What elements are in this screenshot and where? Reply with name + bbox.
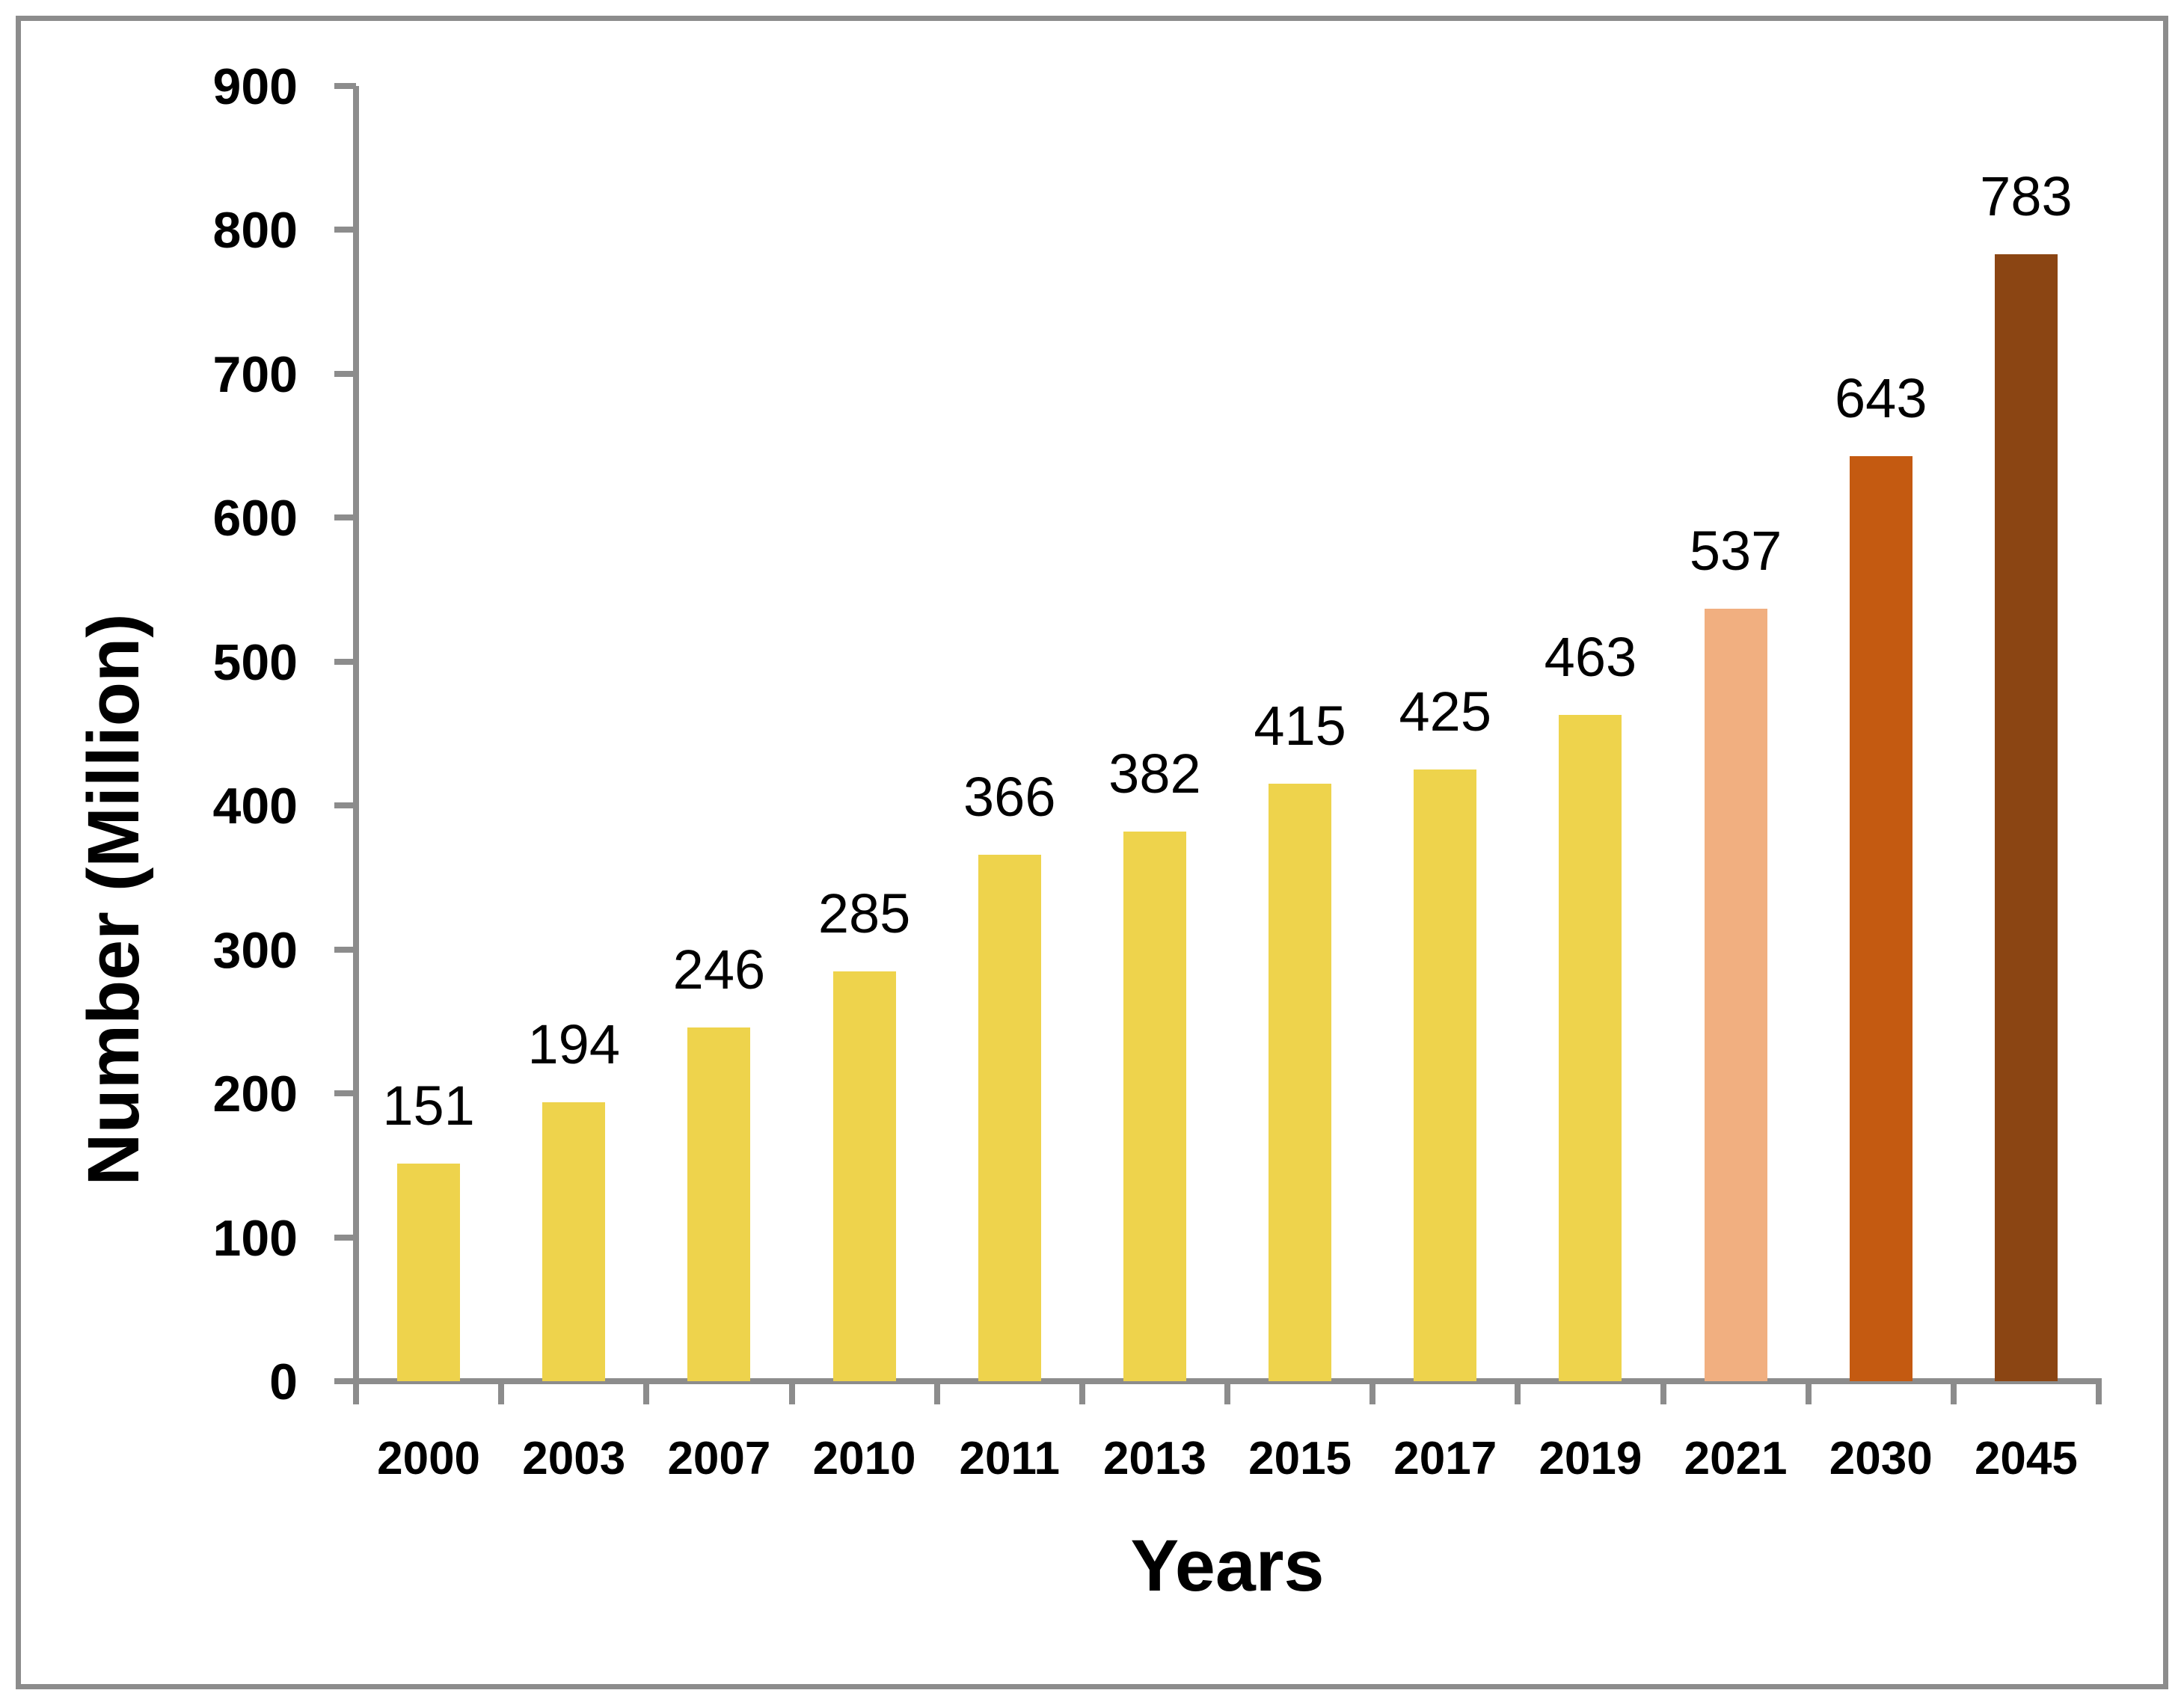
value-label-2015: 415 [1254,695,1346,757]
y-tick-label-400: 400 [212,778,298,835]
value-label-2021: 537 [1689,520,1782,582]
y-tick-label-100: 100 [212,1209,298,1267]
value-label-2030: 643 [1835,367,1927,429]
y-tick-100 [334,1234,356,1241]
y-tick-500 [334,658,356,665]
y-axis-line [353,86,359,1387]
y-tick-800 [334,227,356,233]
bar-2030 [1849,456,1912,1381]
y-axis-title: Number (Million) [73,613,154,1186]
x-tick-5 [1079,1381,1085,1404]
x-tick-label-2017: 2017 [1393,1433,1497,1484]
x-axis-title: Years [1130,1525,1325,1606]
x-tick-12 [2096,1381,2102,1404]
y-tick-200 [334,1090,356,1097]
y-tick-600 [334,514,356,521]
y-tick-0 [334,1378,356,1384]
x-tick-3 [788,1381,795,1404]
value-label-2017: 425 [1399,681,1491,743]
bar-2017 [1414,769,1477,1381]
value-label-2010: 285 [818,882,911,944]
y-tick-900 [334,83,356,89]
bar-2011 [978,855,1041,1381]
y-tick-400 [334,802,356,809]
y-tick-label-0: 0 [269,1354,298,1410]
bar-2013 [1123,832,1186,1381]
x-tick-11 [1950,1381,1957,1404]
x-tick-0 [353,1381,359,1404]
x-tick-label-2013: 2013 [1102,1433,1206,1484]
x-tick-label-2019: 2019 [1539,1433,1642,1484]
bar-2019 [1559,715,1622,1381]
chart-border [16,16,2168,1689]
y-tick-label-200: 200 [212,1066,298,1123]
x-tick-label-2007: 2007 [667,1433,771,1484]
x-tick-label-2011: 2011 [959,1433,1060,1484]
x-tick-8 [1515,1381,1521,1404]
value-label-2019: 463 [1544,626,1637,688]
bar-2007 [687,1027,751,1381]
x-tick-label-2045: 2045 [1974,1433,2078,1484]
y-tick-label-900: 900 [212,58,298,115]
x-tick-label-2010: 2010 [812,1433,916,1484]
y-tick-label-800: 800 [212,202,298,259]
x-tick-10 [1805,1381,1812,1404]
y-tick-label-500: 500 [212,633,298,691]
x-tick-label-2021: 2021 [1684,1433,1788,1484]
y-tick-label-600: 600 [212,490,298,547]
x-tick-1 [498,1381,505,1404]
bar-2045 [1994,254,2058,1381]
x-tick-label-2000: 2000 [377,1433,481,1484]
x-tick-6 [1224,1381,1230,1404]
x-tick-7 [1369,1381,1376,1404]
bar-2000 [397,1164,461,1381]
value-label-2000: 151 [382,1075,475,1137]
value-label-2007: 246 [672,938,766,1001]
x-tick-2 [643,1381,650,1404]
x-axis-line [334,1378,2102,1384]
y-tick-300 [334,946,356,953]
bar-2015 [1269,784,1332,1381]
x-tick-label-2003: 2003 [522,1433,626,1484]
bar-2003 [542,1102,606,1381]
x-tick-label-2030: 2030 [1829,1433,1933,1484]
y-tick-label-700: 700 [212,345,298,403]
x-tick-9 [1660,1381,1666,1404]
x-tick-label-2015: 2015 [1248,1433,1352,1484]
value-label-2013: 382 [1108,743,1201,805]
bar-2021 [1704,609,1767,1381]
y-tick-700 [334,370,356,377]
value-label-2003: 194 [527,1013,620,1075]
value-label-2011: 366 [963,766,1056,828]
x-tick-4 [933,1381,940,1404]
y-tick-label-300: 300 [212,921,298,979]
value-label-2045: 783 [1980,165,2073,227]
bar-2010 [832,971,896,1381]
